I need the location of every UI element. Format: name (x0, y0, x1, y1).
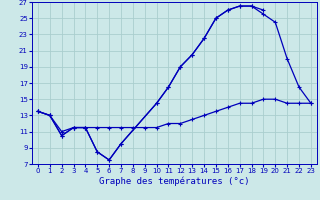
X-axis label: Graphe des températures (°c): Graphe des températures (°c) (99, 177, 250, 186)
